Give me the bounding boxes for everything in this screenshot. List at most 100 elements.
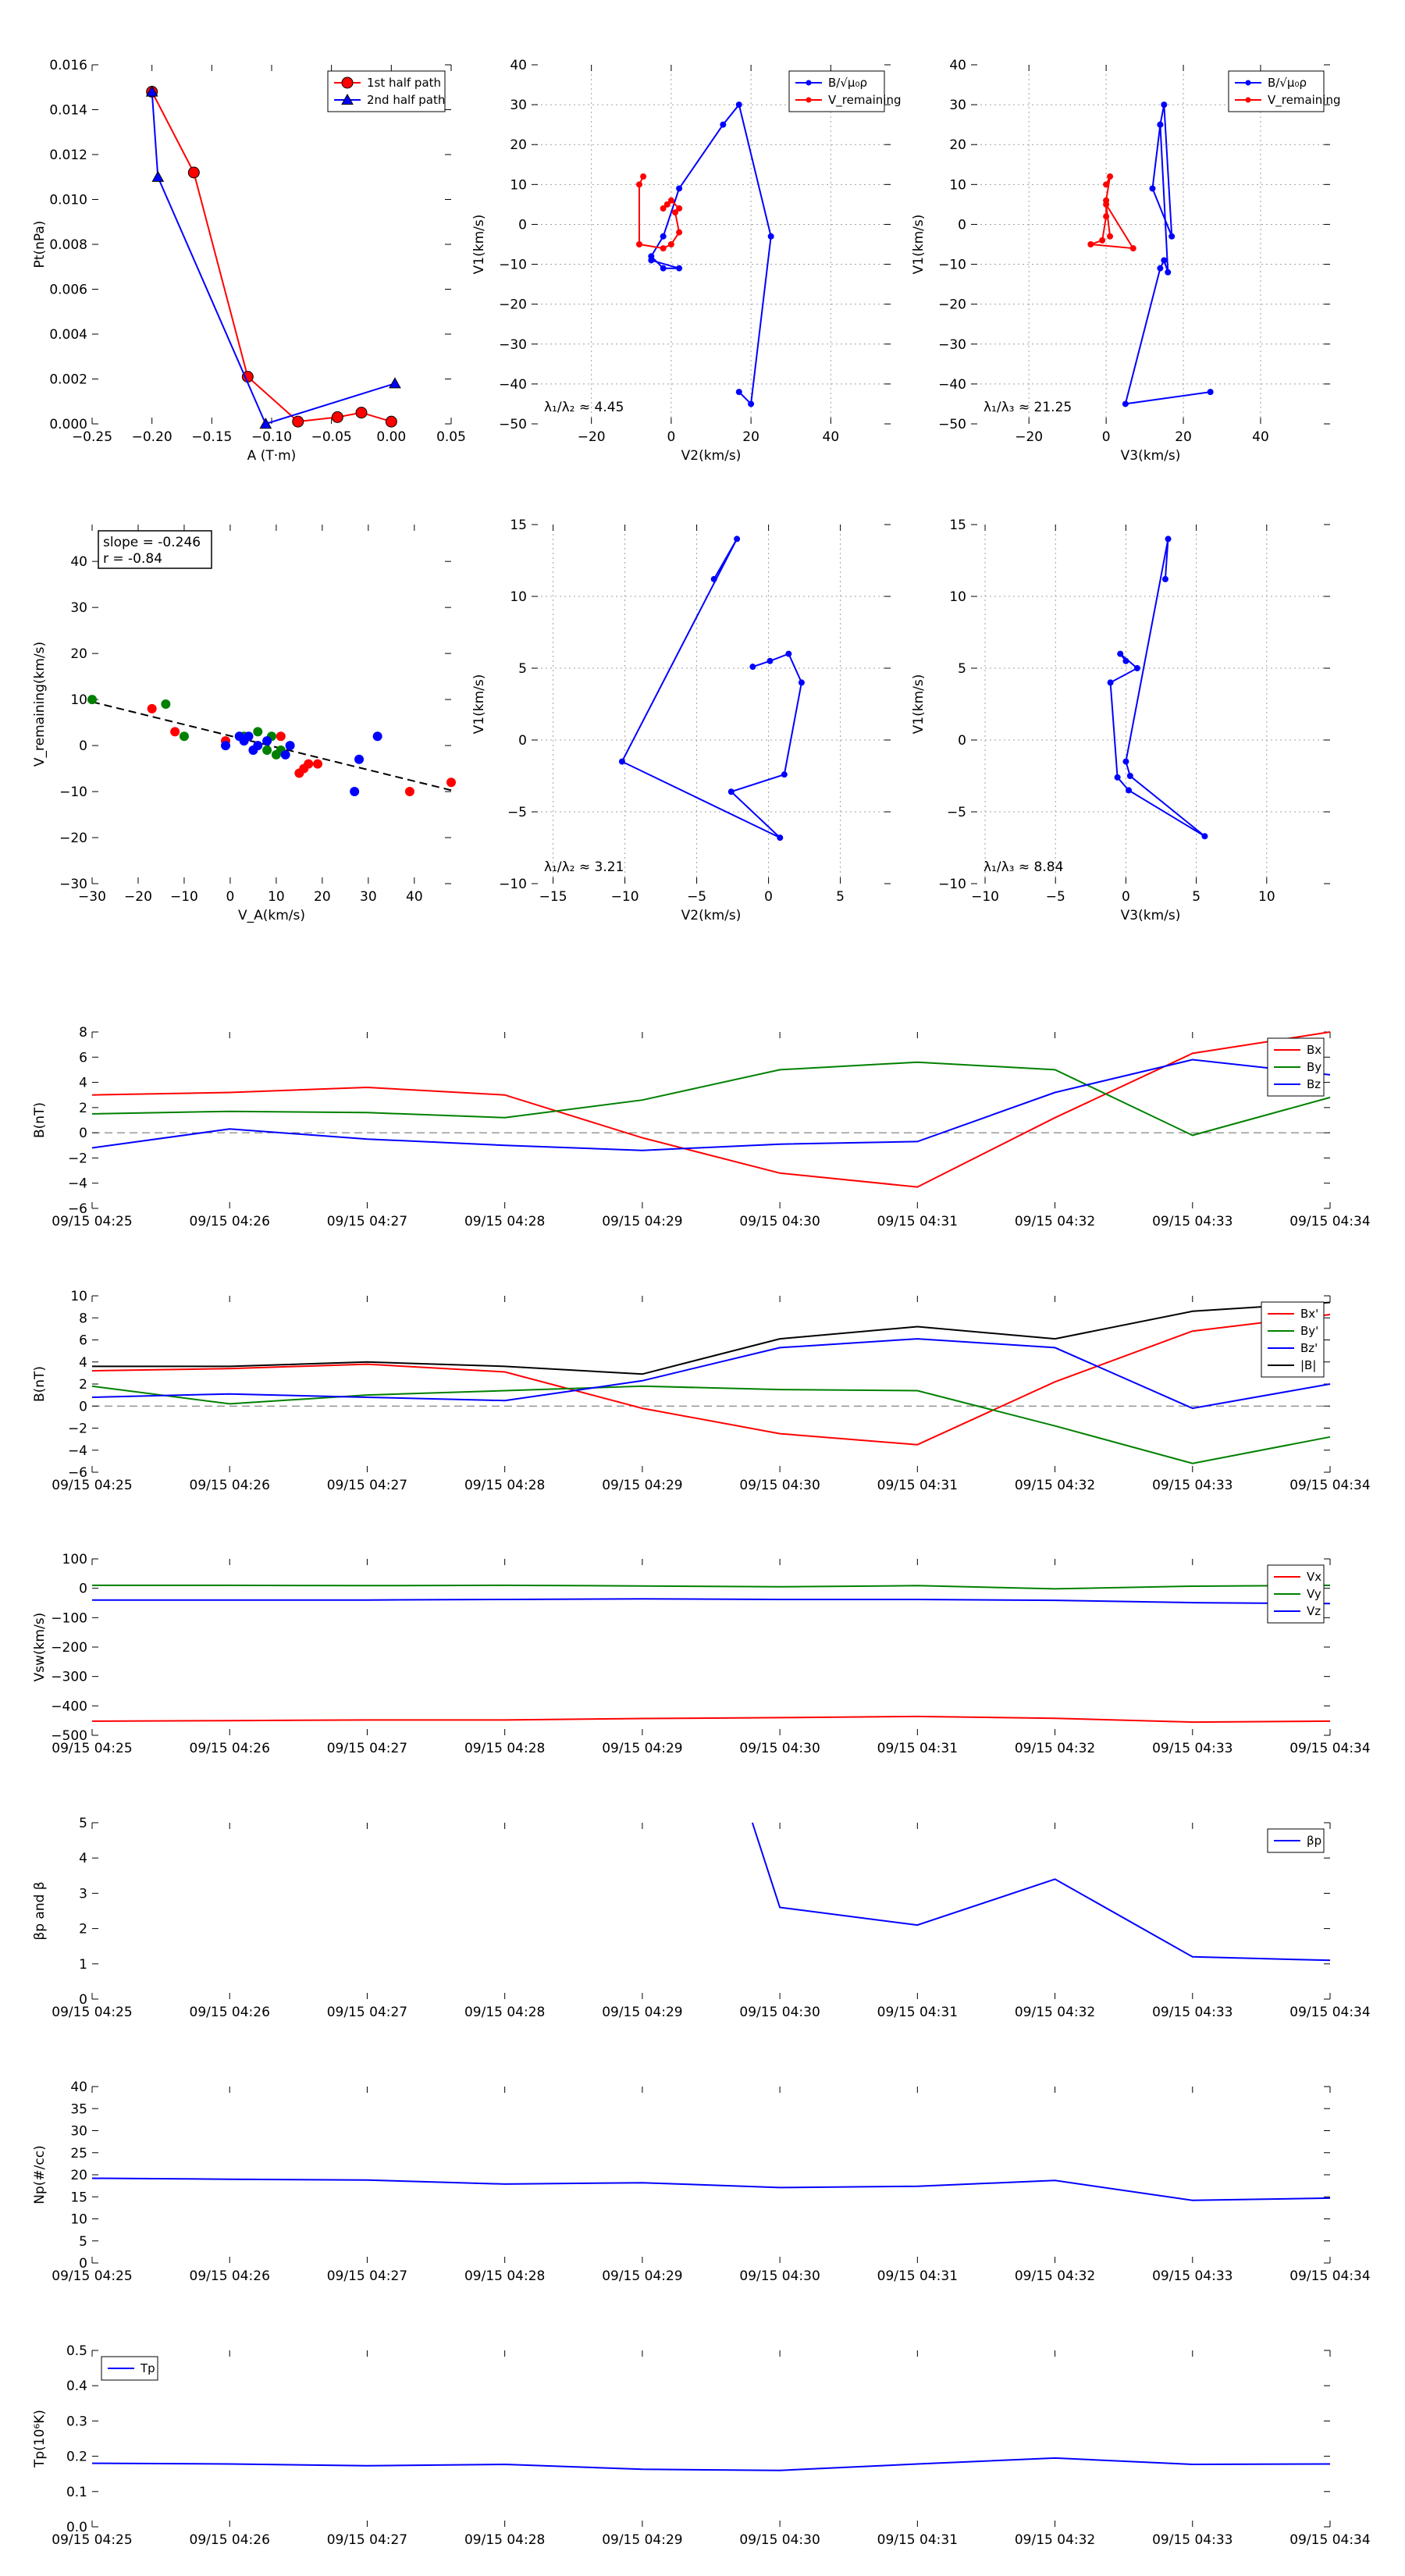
y-tick-label: −50: [938, 417, 966, 432]
data-point: [372, 731, 382, 742]
legend-label: By: [1307, 1060, 1321, 1074]
y-tick-label: −10: [938, 877, 966, 892]
series-line: [92, 1598, 1331, 1605]
x-tick-label: 09/15 04:34: [1289, 1478, 1370, 1493]
y-tick-label: 10: [510, 177, 527, 193]
chart-h4: −10 −5 0 5 10 15 V1(km/s) −10 −5 0 5 10 V3(km/s) λ₁/λ…: [911, 518, 1330, 923]
x-tick-label: 09/15 04:25: [52, 2005, 132, 2020]
y-tick-label: −20: [499, 297, 527, 313]
y-tick-label: 4: [79, 1851, 87, 1866]
y-tick-label: 4: [79, 1355, 87, 1371]
data-point: [672, 209, 678, 216]
data-point: [748, 400, 755, 407]
legend-label: Vx: [1307, 1570, 1321, 1584]
x-tick-label: 09/15 04:29: [602, 2532, 682, 2548]
y-tick-label: 5: [958, 661, 966, 677]
data-point: [1122, 758, 1129, 765]
y-tick-label: 0.014: [49, 103, 87, 119]
x-tick-label: 09/15 04:29: [602, 2005, 682, 2020]
y-tick-label: 2: [79, 1101, 87, 1116]
x-tick-label: 0: [667, 429, 675, 445]
x-tick-label: 40: [406, 889, 423, 905]
y-tick-label: 0: [79, 1399, 87, 1414]
x-tick-label: 0.05: [436, 429, 466, 445]
data-point: [720, 121, 727, 128]
x-tick-label: 09/15 04:31: [877, 1214, 958, 1229]
x-tick-label: 09/15 04:30: [739, 1214, 820, 1229]
data-point: [1126, 787, 1133, 794]
data-point: [735, 389, 742, 396]
legend-label: Vy: [1307, 1587, 1321, 1601]
x-tick-label: −20: [1015, 429, 1043, 445]
data-point: [798, 679, 805, 686]
data-point: [262, 736, 272, 746]
y-tick-label: 0: [79, 2256, 87, 2272]
x-axis-label: V_A(km/s): [238, 908, 305, 923]
data-point: [385, 415, 397, 428]
x-tick-label: 09/15 04:32: [1015, 1214, 1095, 1229]
x-tick-label: 09/15 04:30: [739, 2268, 820, 2284]
legend-label: By': [1300, 1324, 1318, 1338]
legend-label: Bz: [1307, 1077, 1321, 1091]
y-tick-label: 40: [949, 58, 966, 73]
x-tick-label: 09/15 04:28: [464, 1478, 545, 1493]
chart-walen: −30 −20 −10 0 10 20 30 40 V_remaining(km/s) −30 −2…: [32, 525, 456, 923]
y-tick-label: −10: [499, 258, 527, 273]
y-tick-label: 1: [79, 1957, 87, 1973]
data-point: [781, 771, 788, 778]
eigen-ratio: λ₁/λ₃ ≈ 8.84: [984, 859, 1063, 875]
y-tick-label: −2: [68, 1151, 87, 1166]
data-point: [618, 758, 625, 765]
data-point: [636, 181, 642, 188]
series-line: [91, 1031, 1331, 1188]
legend-label: Bz': [1300, 1341, 1318, 1355]
y-axis-label: Pt(nPa): [32, 221, 48, 269]
x-tick-label: 0: [764, 889, 773, 905]
y-axis-label: βp and β: [32, 1881, 48, 1940]
y-tick-label: 5: [518, 661, 527, 677]
data-point: [1126, 773, 1133, 779]
y-axis-label: B(nT): [32, 1102, 48, 1138]
x-tick-label: −15: [539, 889, 567, 905]
x-tick-label: 09/15 04:31: [877, 2005, 958, 2020]
x-tick-label: 5: [836, 889, 845, 905]
x-tick-label: 09/15 04:33: [1152, 2268, 1232, 2284]
series-line: [91, 1314, 1331, 1446]
series-line: [92, 1301, 1331, 1375]
data-point: [667, 197, 674, 204]
chart-tp: 0.0 0.1 0.2 0.3 0.4 0.5 Tp(10⁶K) 09/15 04:25 09/…: [32, 2343, 1371, 2548]
data-point: [1087, 241, 1094, 247]
x-tick-label: 09/15 04:27: [327, 2268, 407, 2284]
y-tick-label: −4: [68, 1176, 87, 1192]
data-point: [1129, 245, 1136, 252]
data-point: [1103, 213, 1110, 220]
data-point: [1157, 265, 1164, 272]
y-tick-label: −6: [68, 1201, 87, 1217]
y-tick-label: −10: [59, 785, 87, 800]
stats-slope: slope = -0.246: [103, 535, 201, 550]
y-tick-label: 10: [949, 589, 966, 605]
x-tick-label: 5: [1192, 889, 1200, 905]
legend-label: B/√μ₀ρ: [1268, 76, 1307, 90]
x-tick-label: 09/15 04:29: [602, 1214, 682, 1229]
x-tick-label: 09/15 04:30: [739, 2005, 820, 2020]
x-tick-label: 09/15 04:25: [52, 2532, 132, 2548]
x-tick-label: 09/15 04:28: [464, 2005, 545, 2020]
legend-label: 2nd half path: [367, 93, 445, 107]
x-tick-label: −5: [1046, 889, 1065, 905]
x-tick-label: 09/15 04:26: [190, 1741, 270, 1756]
x-tick-label: 09/15 04:26: [190, 2005, 270, 2020]
x-tick-label: 09/15 04:25: [52, 1214, 132, 1229]
x-tick-label: 09/15 04:30: [739, 2532, 820, 2548]
eigen-ratio: λ₁/λ₃ ≈ 21.25: [984, 400, 1072, 415]
x-tick-label: 09/15 04:29: [602, 2268, 682, 2284]
y-tick-label: 10: [70, 692, 87, 708]
data-point: [1103, 201, 1110, 208]
data-point: [667, 241, 674, 247]
chart-mag_gse: −6 −4 −2 0 2 4 6 8 B(nT) 09/15 04:25 09/15 04:26 09…: [32, 1025, 1371, 1229]
x-axis-label: V2(km/s): [681, 448, 742, 464]
y-tick-label: 20: [949, 137, 966, 153]
y-axis-label: Np(#/cc): [32, 2145, 48, 2204]
y-tick-label: 40: [70, 2080, 87, 2095]
chart-h1: −50 −40 −30 −20 −10 0 10 20 30 40 V1(km/s) −20 0 20 40…: [471, 58, 902, 464]
